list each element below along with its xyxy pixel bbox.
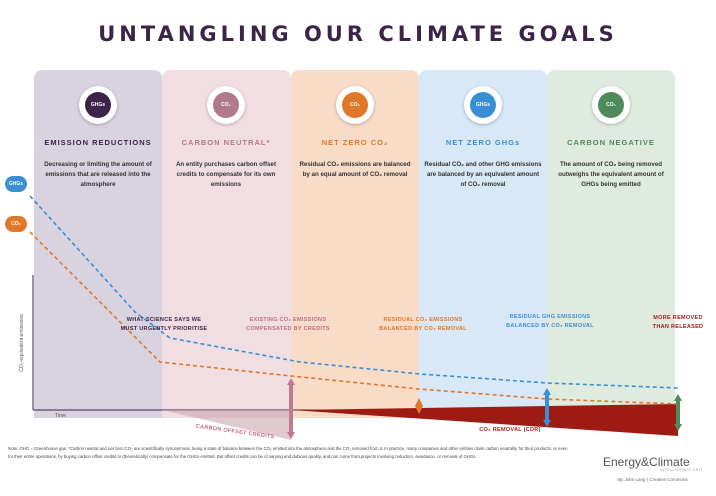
column-net-zero-ghgs bbox=[419, 70, 547, 418]
ghg-emissions-line bbox=[29, 195, 679, 389]
column-emission-reductions bbox=[34, 70, 162, 418]
credit: By John Lang | Creative Commons bbox=[618, 477, 688, 482]
annotation-residual-ghg: RESIDUAL GHG EMISSIONS BALANCED BY CO₂ R… bbox=[506, 314, 594, 329]
y-axis-label: CO₂-equivalent emissions bbox=[19, 314, 25, 372]
column-carbon-neutral bbox=[162, 70, 291, 418]
ghg-balance-icon: GHGs bbox=[464, 86, 502, 124]
annotation-existing: EXISTING CO₂ EMISSIONS COMPENSATED BY CR… bbox=[246, 317, 330, 332]
net-zero-co2-marker bbox=[415, 398, 423, 414]
heading-net-zero-co2: NET ZERO CO₂ bbox=[321, 138, 389, 147]
heading-emission-reductions: EMISSION REDUCTIONS bbox=[44, 138, 152, 147]
description-net-zero-co2: Residual CO₂ emissions are balanced by a… bbox=[299, 161, 411, 178]
description-emission-reductions: Decreasing or limiting the amount of emi… bbox=[44, 161, 152, 188]
footnote: Note: GHG = Greenhouse gas. *Carbon neut… bbox=[8, 446, 568, 459]
ghg-bubble-icon: GHGs bbox=[5, 176, 27, 192]
heading-carbon-neutral: CARBON NEUTRAL* bbox=[181, 138, 271, 147]
annotation-science: WHAT SCIENCE SAYS WE MUST URGENTLY PRIOR… bbox=[120, 317, 208, 332]
description-carbon-negative: The amount of CO₂ being removed outweigh… bbox=[558, 161, 664, 188]
heading-carbon-negative: CARBON NEGATIVE bbox=[567, 138, 655, 147]
co2-removal-icon: CO₂ bbox=[592, 86, 630, 124]
net-zero-ghg-marker bbox=[543, 388, 551, 427]
co2-coins-icon: CO₂ bbox=[207, 86, 245, 124]
logo-subtitle: INTELLIGENCE UNIT bbox=[660, 468, 703, 472]
annotation-co2-removal: CO₂ REMOVAL (CDR) bbox=[479, 427, 541, 433]
page-title: UNTANGLING OUR CLIMATE GOALS bbox=[98, 22, 618, 46]
description-carbon-neutral: An entity purchases carbon offset credit… bbox=[175, 161, 277, 188]
annotation-residual-co2: RESIDUAL CO₂ EMISSIONS BALANCED BY CO₂ R… bbox=[379, 317, 467, 332]
carbon-negative-marker bbox=[674, 394, 682, 431]
offset-marker bbox=[287, 378, 295, 439]
co2-balance-icon: CO₂ bbox=[336, 86, 374, 124]
annotation-more-removed: MORE REMOVED THAN RELEASED bbox=[652, 315, 704, 330]
description-net-zero-ghgs: Residual CO₂ and other GHG emissions are… bbox=[424, 161, 542, 188]
ghg-reduction-icon: GHGs bbox=[79, 86, 117, 124]
offset-credits-wedge bbox=[162, 410, 291, 440]
column-net-zero-co2 bbox=[291, 70, 419, 418]
x-axis-label: Time bbox=[55, 413, 66, 419]
logo: Energy&Climate bbox=[603, 455, 690, 469]
co2-bubble-icon: CO₂ bbox=[5, 216, 27, 232]
co2-emissions-line bbox=[29, 231, 679, 405]
column-carbon-negative bbox=[547, 70, 675, 418]
heading-net-zero-ghgs: NET ZERO GHGs bbox=[445, 138, 521, 147]
co2-removal-wedge bbox=[291, 404, 678, 436]
